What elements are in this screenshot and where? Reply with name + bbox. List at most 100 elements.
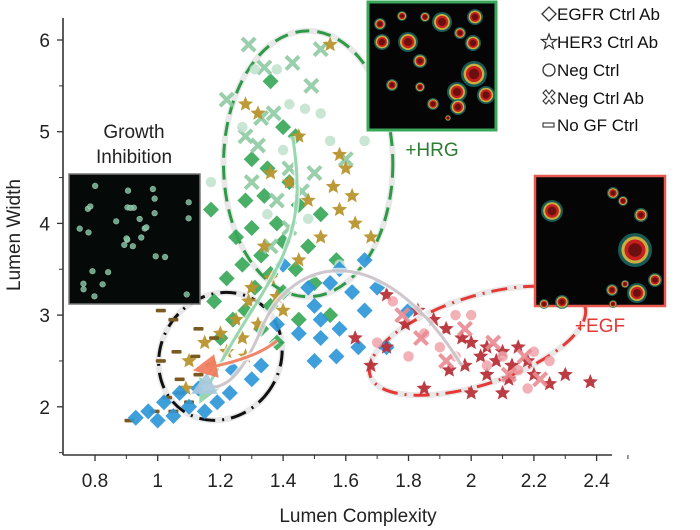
data-point-circle: [371, 337, 383, 348]
data-point-diamond: [202, 201, 219, 218]
cell-center: [438, 18, 446, 26]
data-point-diamond: [312, 311, 329, 328]
diamond-icon: [541, 6, 557, 22]
data-point-diamond: [196, 403, 213, 420]
data-point-diamond: [287, 261, 304, 278]
data-point-x: [413, 330, 430, 347]
data-point-dash: [193, 327, 204, 331]
cell-center: [389, 82, 395, 88]
data-point-diamond: [234, 256, 251, 273]
data-point-circle: [481, 360, 493, 371]
x-tick-label: 2.4: [583, 471, 610, 492]
data-point-circle: [434, 341, 446, 353]
data-point-star: [300, 192, 316, 207]
y-tick-label: 2: [39, 398, 50, 419]
circle-icon: [542, 63, 556, 77]
data-point-star: [347, 330, 363, 345]
x-axis-title: Lumen Complexity: [279, 506, 437, 527]
data-point-x: [312, 41, 329, 58]
data-point-circle: [299, 103, 311, 115]
cell-center: [628, 243, 642, 257]
legend-item-egfr: EGFR Ctrl Ab: [541, 5, 660, 24]
data-point-diamond: [181, 398, 198, 415]
annotation-egf: +EGF: [575, 316, 625, 337]
data-point-diamond: [331, 320, 348, 337]
cell: [149, 185, 156, 193]
cell: [80, 286, 87, 293]
data-point-circle: [465, 309, 477, 321]
trajectory-arrows: [190, 135, 465, 404]
cell: [123, 235, 130, 242]
star-icon: [539, 32, 559, 51]
data-point-star: [463, 385, 479, 400]
x-tick-label: 0.8: [82, 471, 108, 492]
data-point-diamond: [221, 385, 238, 402]
cell-center: [417, 58, 423, 64]
cell: [87, 203, 94, 210]
data-point-diamond: [322, 275, 339, 292]
cell-center: [469, 39, 477, 47]
data-point-diamond: [262, 73, 279, 90]
data-point-dash: [171, 349, 182, 354]
cell-center: [638, 212, 644, 218]
data-point-circle: [262, 208, 273, 220]
data-point-diamond: [312, 330, 329, 347]
cell-center: [471, 13, 479, 21]
data-point-circle: [528, 346, 540, 358]
data-point-star: [397, 316, 413, 331]
y-ticks: 2 3 4 5 6: [39, 31, 63, 454]
data-point-star: [479, 366, 495, 382]
cell-center: [633, 289, 641, 297]
legend-label-egfr: EGFR Ctrl Ab: [557, 5, 660, 24]
data-point-diamond: [275, 119, 292, 136]
data-point-diamond: [218, 270, 235, 287]
cell: [127, 204, 134, 211]
data-point-circle: [315, 108, 326, 119]
dash-icon: [542, 122, 555, 128]
data-point-dash: [168, 317, 179, 322]
cell-center: [430, 101, 436, 107]
cell-center: [404, 38, 412, 46]
x-tick-label: 1: [152, 471, 163, 492]
legend-label-negctrlab: Neg Ctrl Ab: [557, 89, 644, 108]
data-point-star: [256, 238, 272, 253]
data-point-star: [331, 146, 348, 162]
data-point-circle: [359, 135, 370, 147]
data-point-diamond: [171, 385, 188, 402]
data-point-diamond: [228, 229, 245, 246]
data-point-x: [532, 371, 549, 388]
data-point-diamond: [290, 325, 307, 342]
data-point-diamond: [155, 394, 172, 411]
data-point-x: [268, 192, 285, 209]
cell: [113, 218, 120, 225]
data-point-diamond: [256, 187, 273, 204]
cell: [91, 293, 98, 300]
data-point-x: [284, 54, 301, 71]
data-point-diamond: [306, 352, 323, 369]
data-point-star: [325, 178, 341, 194]
data-point-x: [240, 36, 257, 53]
data-point-star: [510, 339, 526, 354]
data-point-dash: [193, 372, 204, 377]
inset-growth-image: [68, 173, 201, 305]
data-point-star: [244, 279, 260, 295]
data-point-star: [363, 229, 379, 244]
cell: [185, 199, 192, 206]
x-tick-label: 1.2: [207, 471, 233, 492]
annotation-hrg: +HRG: [405, 140, 458, 161]
data-point-diamond: [290, 311, 307, 328]
trajectory-arrow: [192, 339, 278, 378]
inset-hrg: [366, 0, 498, 132]
data-point-diamond: [206, 293, 223, 310]
data-point-star: [338, 160, 354, 175]
data-point-x: [485, 334, 502, 351]
data-point-circle: [284, 98, 295, 110]
data-point-star: [501, 371, 517, 386]
inset-growth-inhibition: [68, 173, 201, 305]
data-point-diamond: [243, 151, 260, 168]
trajectory-arrow: [199, 136, 299, 404]
cell-center: [621, 199, 625, 203]
legend: EGFR Ctrl Ab HER3 Ctrl Ab Neg Ctrl Neg C…: [539, 5, 660, 135]
data-point-diamond: [165, 407, 182, 424]
